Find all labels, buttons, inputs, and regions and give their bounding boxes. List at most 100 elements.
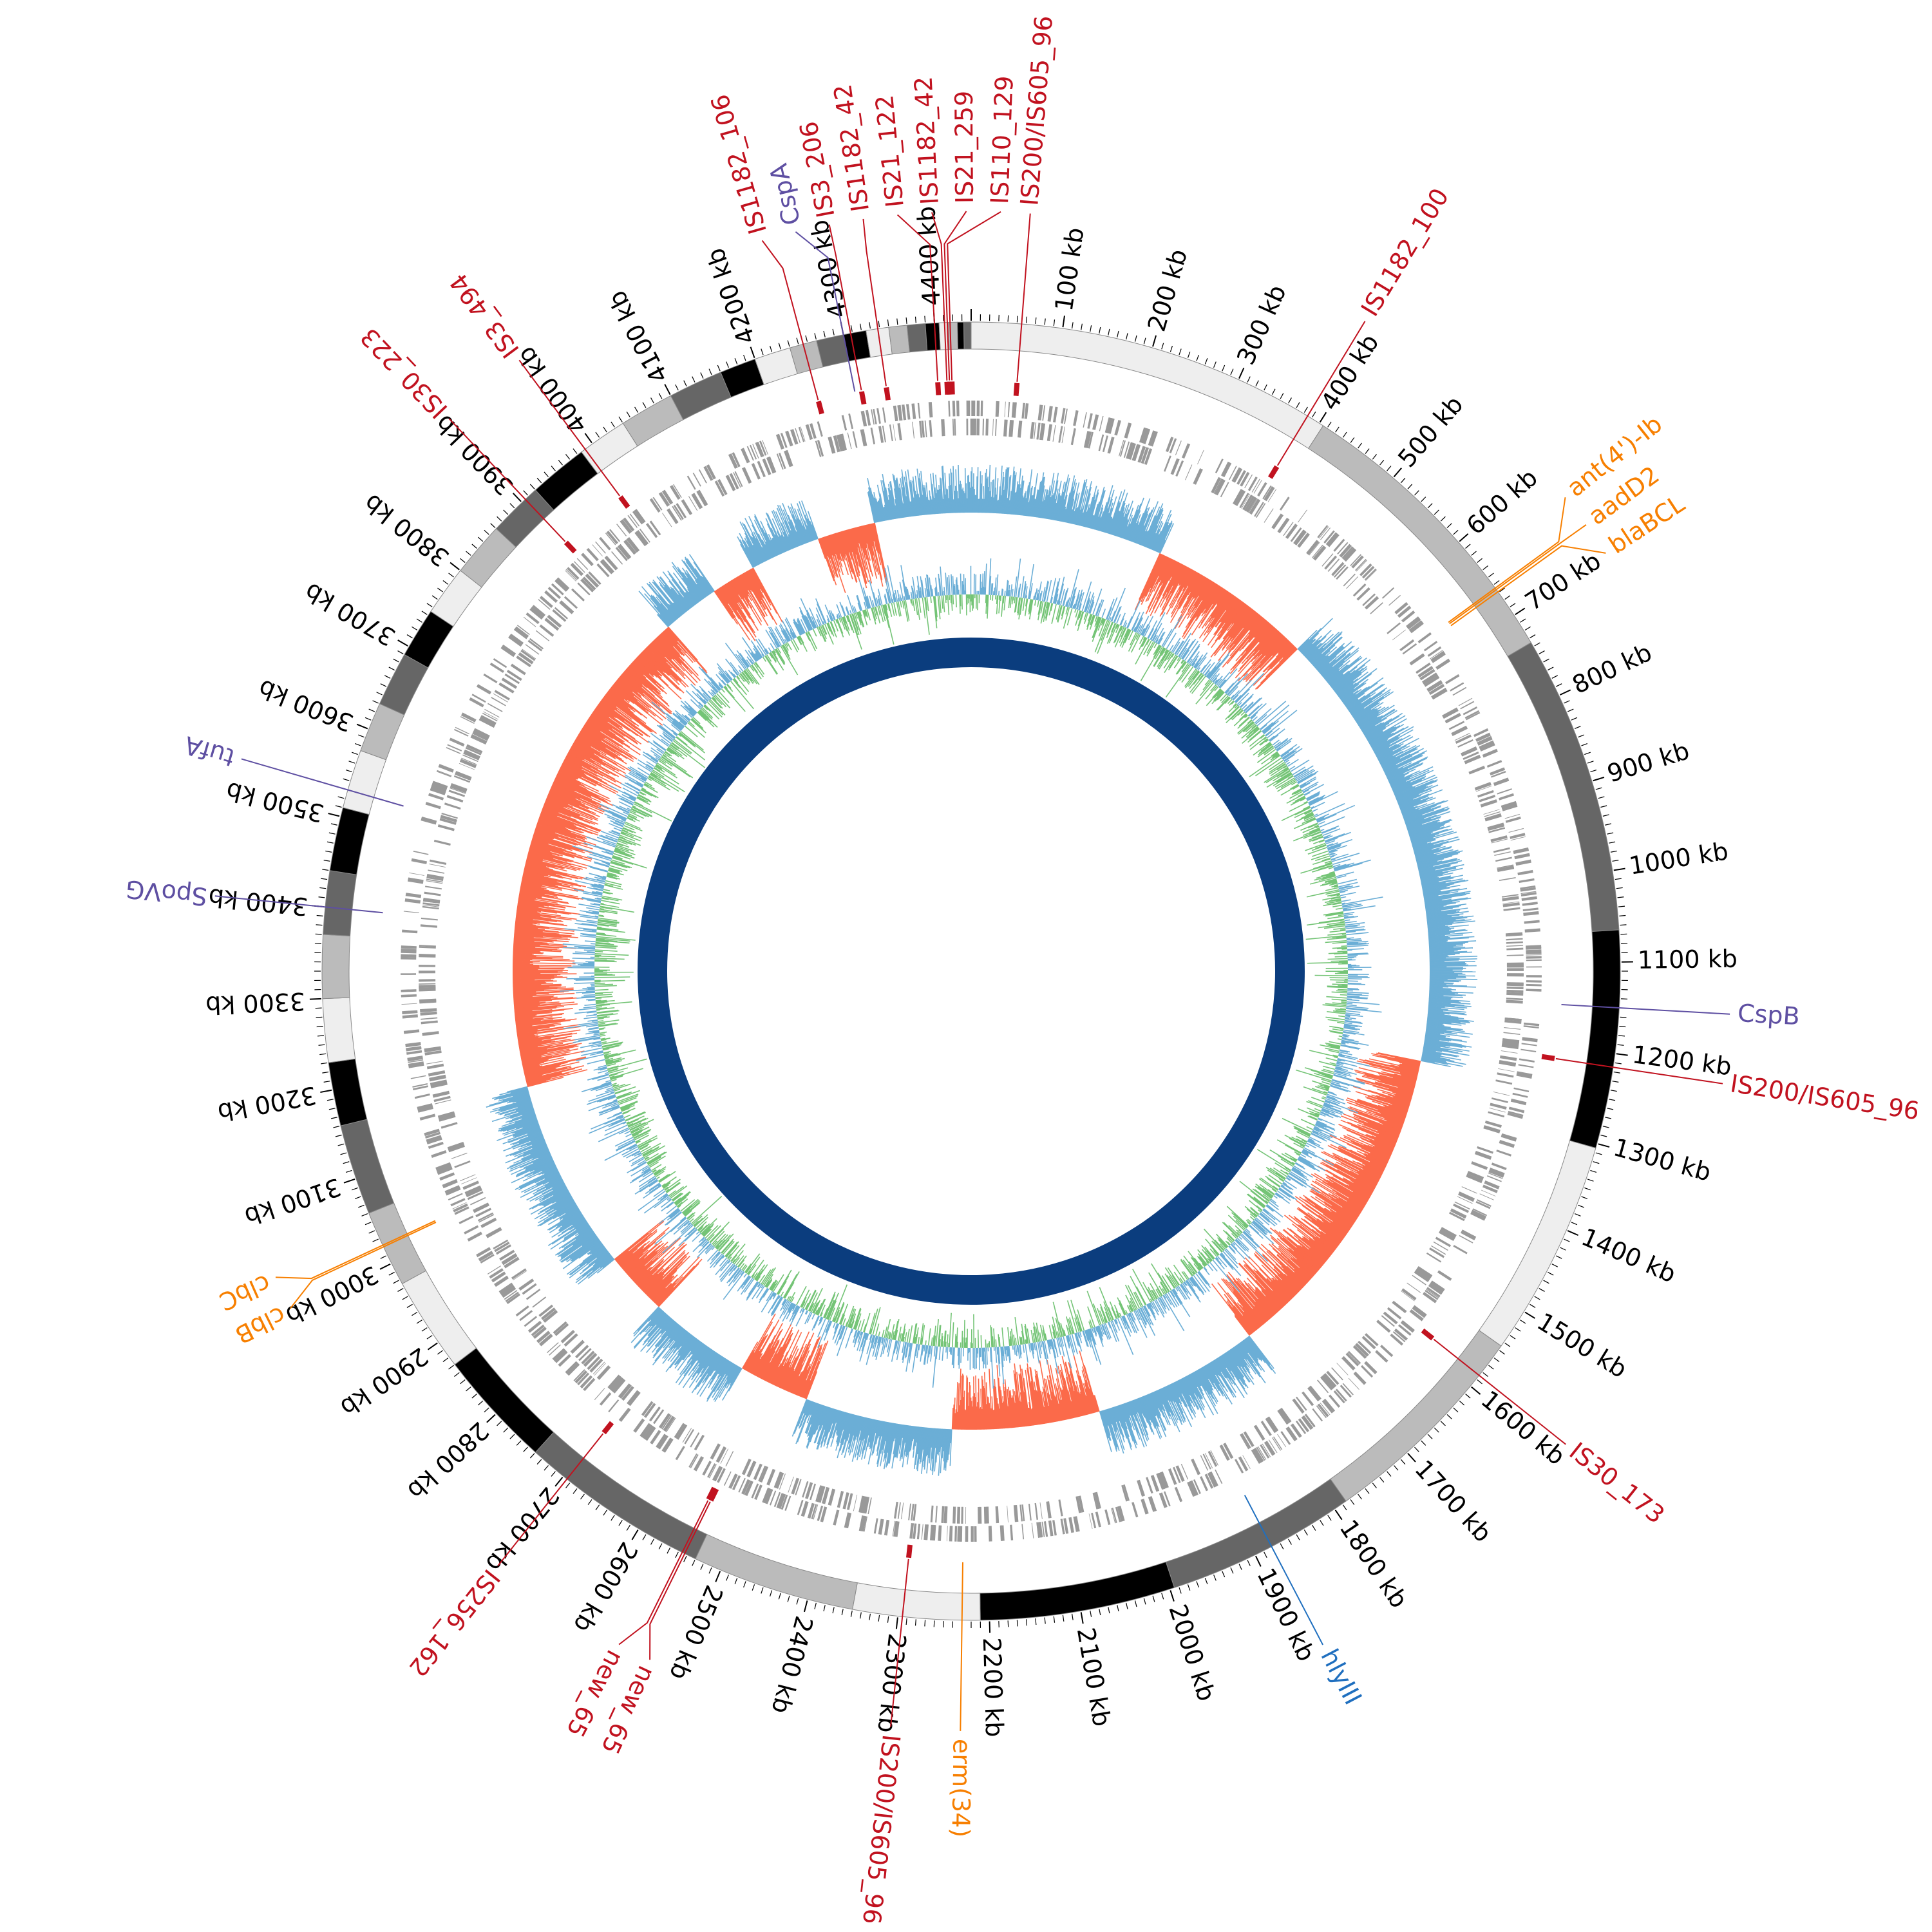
gc-skew-bar: [1059, 1369, 1072, 1419]
gene-bar: [828, 437, 835, 454]
gene-bar: [407, 1056, 423, 1060]
gc-skew-bar: [864, 1418, 870, 1439]
gc-skew-bar: [1151, 522, 1164, 550]
gene-bar: [1488, 1168, 1505, 1177]
gc-skew-bar: [1020, 495, 1024, 516]
gc-skew-bar: [518, 896, 535, 901]
minor-tick: [368, 708, 375, 712]
gc-skew-bar: [556, 1211, 582, 1227]
gc-skew-bar: [527, 1077, 564, 1088]
gene-bar: [580, 578, 594, 592]
gc-skew-bar: [1182, 574, 1203, 609]
gene-bar: [424, 1046, 441, 1051]
gc-skew-bar: [1333, 667, 1364, 692]
gc-skew-bar: [1343, 1135, 1391, 1157]
gene-bar: [1510, 833, 1526, 839]
gc-skew-bar: [1231, 618, 1265, 659]
minor-tick: [860, 323, 862, 330]
gene-bar: [652, 497, 663, 511]
gc-skew-bar: [1064, 475, 1075, 523]
gc-skew-bar: [1144, 503, 1164, 547]
gc-skew-bar: [1394, 785, 1413, 794]
minor-tick: [896, 318, 898, 325]
gc-skew-bar: [516, 1031, 537, 1036]
gc-skew-bar: [502, 1093, 530, 1102]
gc-skew-bar: [513, 961, 576, 965]
gc-skew-bar: [1428, 1001, 1451, 1005]
gc-skew-bar: [1271, 1281, 1291, 1302]
gc-skew-bar: [663, 1325, 682, 1349]
gc-skew-bar: [1425, 904, 1447, 909]
gc-skew-bar: [832, 1409, 838, 1424]
gc-skew-bar: [1299, 1245, 1324, 1265]
tick-label: 1800 kb: [1334, 1515, 1413, 1613]
gene-bar: [1307, 1387, 1320, 1402]
gc-skew-bar: [513, 950, 541, 953]
gene-bar: [608, 1399, 620, 1412]
gene-bar: [634, 1419, 645, 1433]
gc-skew-bar: [1428, 1000, 1471, 1005]
gc-skew-bar: [678, 1345, 707, 1385]
gc-skew-bar: [810, 1405, 824, 1443]
gc-skew-bar: [1186, 1376, 1205, 1411]
gc-skew-bar: [1229, 1349, 1242, 1367]
gc-skew-bar: [1413, 836, 1459, 850]
gc-skew-bar: [1321, 1220, 1345, 1237]
tick-label: 2200 kb: [978, 1637, 1009, 1738]
gc-skew-bar: [1030, 487, 1036, 517]
gc-skew-bar: [1222, 1278, 1262, 1327]
gc-skew-bar: [516, 907, 557, 914]
gc-skew-bar: [620, 1240, 650, 1267]
gene-bar: [609, 1376, 623, 1391]
gene-bar: [600, 560, 614, 574]
gc-skew-bar: [797, 1401, 813, 1443]
gc-skew-bar: [1269, 1244, 1310, 1282]
gc-skew-bar: [1278, 1231, 1321, 1268]
gc-skew-bar: [513, 978, 551, 981]
gc-skew-bar: [1217, 598, 1240, 629]
gc-skew-bar: [1331, 1205, 1356, 1222]
minor-tick: [1407, 484, 1413, 489]
gc-skew-bar: [836, 1412, 846, 1443]
gc-skew-bar: [1344, 677, 1384, 706]
gc-skew-bar: [542, 1191, 569, 1206]
gc-skew-bar: [1274, 1276, 1296, 1297]
gc-skew-bar: [1207, 1363, 1233, 1405]
gene-bar: [912, 421, 915, 439]
gc-skew-bar: [1060, 1387, 1068, 1420]
gene-bar: [1235, 1459, 1244, 1473]
gene-bar: [863, 1496, 870, 1514]
minor-tick: [683, 1555, 687, 1562]
gc-skew-bar: [926, 1428, 932, 1473]
gene-bar: [596, 563, 610, 578]
gene-bar: [527, 639, 543, 652]
gene-bar: [1256, 1446, 1265, 1461]
gene-bar: [1508, 1113, 1523, 1118]
gc-skew-bar: [1320, 645, 1355, 675]
gc-skew-bar: [1312, 645, 1336, 666]
gc-skew-bar: [1130, 521, 1139, 542]
minor-tick: [675, 384, 679, 391]
gc-skew-bar: [1023, 1392, 1029, 1426]
gene-bar: [957, 1526, 961, 1542]
gc-skew-bar: [1395, 779, 1438, 798]
gene-bar: [440, 1122, 458, 1129]
gc-skew-bar: [1132, 1399, 1139, 1413]
gene-bar: [1111, 1508, 1116, 1524]
gc-skew-bar: [842, 1414, 854, 1453]
gene-bar: [738, 1477, 746, 1493]
gc-skew-bar: [983, 1386, 986, 1430]
gene-bar: [785, 431, 793, 447]
gc-skew-bar: [934, 1428, 938, 1448]
gc-skew-bar: [544, 1177, 562, 1187]
minor-tick: [1610, 1090, 1617, 1092]
gene-bar: [1356, 560, 1368, 572]
gc-skew-bar: [513, 947, 562, 951]
gene-bar: [1397, 605, 1412, 618]
minor-tick: [1090, 325, 1092, 332]
gc-skew-bar: [515, 1016, 553, 1022]
gc-skew-bar: [795, 1336, 821, 1396]
gene-bar: [692, 493, 703, 509]
gc-skew-bar: [913, 1426, 917, 1450]
gene-bar: [1426, 1252, 1442, 1263]
